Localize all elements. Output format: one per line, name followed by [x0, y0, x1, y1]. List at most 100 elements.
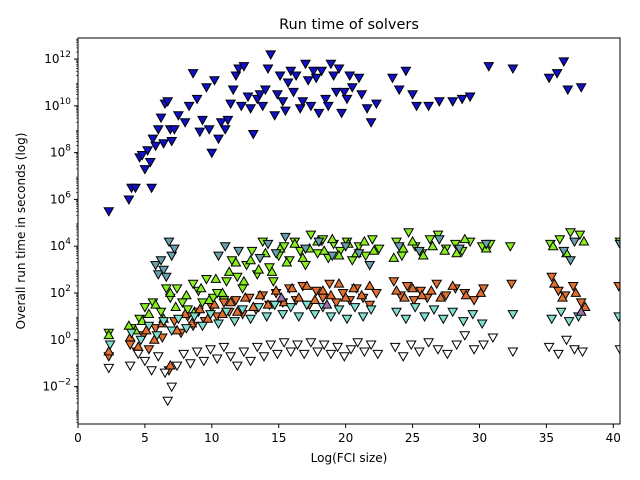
- data-point: [413, 347, 425, 358]
- data-point: [194, 127, 206, 138]
- data-point: [459, 331, 471, 341]
- data-point: [419, 312, 431, 323]
- data-point: [166, 382, 178, 393]
- data-point: [370, 289, 382, 299]
- data-point: [349, 303, 361, 313]
- data-point: [266, 266, 278, 276]
- data-point: [356, 289, 368, 300]
- data-point: [480, 239, 492, 250]
- data-point: [543, 342, 555, 353]
- data-point: [403, 228, 415, 238]
- data-point: [184, 359, 196, 369]
- data-point: [388, 277, 400, 287]
- data-point: [210, 273, 222, 283]
- data-point: [269, 111, 281, 121]
- data-point: [358, 347, 370, 358]
- data-point: [203, 125, 215, 135]
- data-point: [344, 71, 356, 82]
- data-point: [574, 230, 586, 241]
- data-point: [254, 289, 266, 300]
- data-point: [251, 342, 263, 353]
- data-point: [341, 94, 353, 105]
- data-point: [156, 333, 168, 344]
- data-point: [158, 265, 170, 276]
- data-point: [205, 345, 216, 355]
- data-point: [166, 326, 178, 337]
- data-point: [219, 242, 231, 252]
- data-point: [569, 237, 580, 248]
- data-point: [300, 244, 311, 255]
- data-point: [188, 312, 200, 323]
- data-point: [247, 130, 259, 140]
- data-point: [570, 287, 582, 297]
- data-point: [352, 338, 364, 348]
- series-8: [275, 292, 587, 316]
- data-point: [425, 285, 437, 295]
- y-tick-label: 106: [50, 190, 71, 206]
- data-point: [365, 305, 377, 316]
- data-point: [155, 307, 167, 318]
- data-point: [300, 59, 311, 70]
- data-point: [206, 148, 218, 159]
- series-0: [103, 50, 587, 217]
- data-point: [575, 83, 587, 93]
- y-tick-label: 102: [50, 284, 71, 300]
- y-tick-label: 108: [50, 144, 71, 160]
- data-point: [209, 299, 220, 309]
- data-point: [259, 85, 271, 96]
- data-point: [242, 92, 254, 103]
- data-point: [372, 349, 384, 360]
- data-point: [197, 321, 208, 332]
- data-point: [322, 101, 334, 112]
- data-point: [554, 235, 566, 245]
- data-point: [397, 352, 409, 362]
- data-point: [614, 239, 620, 250]
- data-point: [365, 340, 377, 351]
- data-point: [262, 299, 274, 309]
- data-point: [230, 256, 242, 267]
- data-point: [261, 312, 273, 323]
- data-point: [423, 101, 435, 112]
- data-point: [198, 356, 210, 367]
- data-point: [346, 83, 358, 93]
- data-point: [313, 108, 325, 119]
- data-point: [357, 312, 369, 323]
- data-point: [613, 312, 620, 323]
- data-point: [197, 115, 208, 126]
- data-point: [187, 69, 199, 79]
- data-point: [297, 97, 309, 107]
- data-point: [338, 87, 350, 98]
- data-point: [221, 277, 232, 287]
- data-point: [265, 50, 277, 61]
- data-point: [333, 249, 345, 260]
- data-point: [146, 366, 158, 376]
- y-tick-label: 104: [50, 237, 71, 253]
- data-point: [231, 272, 243, 283]
- data-point: [162, 396, 174, 407]
- x-tick-label: 5: [141, 431, 149, 445]
- data-point: [281, 256, 293, 267]
- data-point: [557, 292, 568, 302]
- data-point: [231, 361, 243, 372]
- x-tick-label: 40: [606, 431, 621, 445]
- data-point: [271, 90, 283, 100]
- data-point: [546, 314, 558, 325]
- data-point: [341, 314, 353, 325]
- data-point: [150, 299, 162, 309]
- data-point: [294, 104, 306, 114]
- data-point: [180, 324, 192, 334]
- data-point: [231, 306, 243, 316]
- data-point: [217, 287, 228, 297]
- y-tick-label: 1010: [44, 97, 71, 113]
- data-point: [166, 251, 178, 262]
- data-point: [139, 165, 151, 175]
- data-point: [245, 254, 257, 265]
- data-point: [437, 314, 449, 325]
- data-point: [227, 85, 239, 96]
- data-point: [245, 356, 257, 367]
- data-point: [191, 347, 203, 358]
- data-point: [164, 359, 176, 370]
- data-point: [365, 118, 377, 128]
- data-point: [432, 230, 444, 241]
